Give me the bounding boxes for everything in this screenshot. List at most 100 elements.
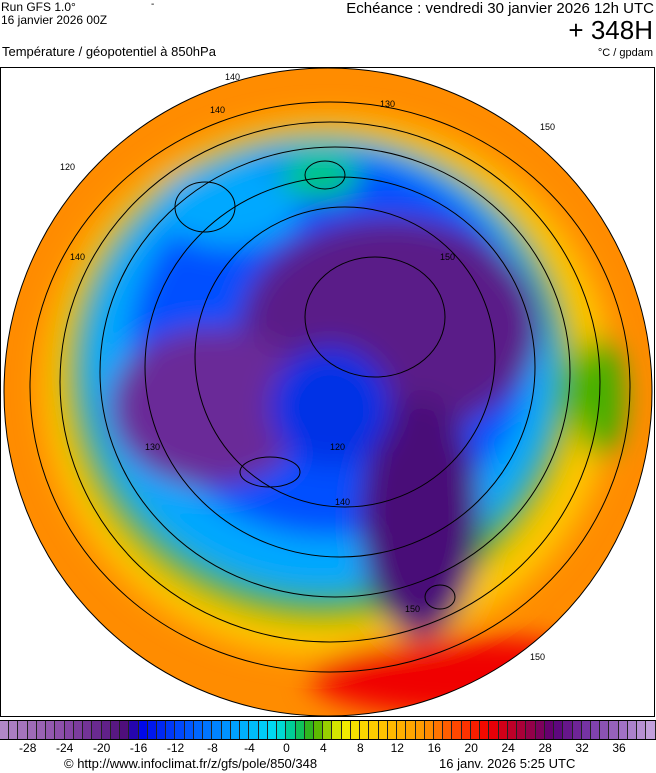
colorbar-cell (517, 721, 527, 739)
polar-temperature-map: 1501401501401401301201501401501301201401… (3, 67, 653, 717)
colorbar-cell (535, 721, 545, 739)
colorbar-cell (452, 721, 462, 739)
colorbar-cell (193, 721, 204, 739)
colorbar-cell (83, 721, 93, 739)
colorbar-cell (110, 721, 121, 739)
colorbar-cell (461, 721, 471, 739)
contour-label: 130 (380, 99, 395, 109)
colorbar-cell (286, 721, 296, 739)
colorbar-tick: -20 (92, 741, 111, 755)
colorbar-cell (637, 721, 647, 739)
colorbar-cell (258, 721, 268, 739)
colorbar-cell (240, 721, 250, 739)
colorbar-cell (526, 721, 536, 739)
colorbar-tick: 20 (464, 741, 478, 755)
colorbar-cell (304, 721, 314, 739)
colorbar-cell (295, 721, 305, 739)
colorbar-cell (64, 721, 74, 739)
colorbar-cell (129, 721, 139, 739)
colorbar-cell (341, 721, 351, 739)
units-label: °C / gpdam (597, 47, 653, 59)
colorbar-cell (397, 721, 407, 739)
contour-label: 140 (70, 252, 85, 262)
colorbar-cell (424, 721, 435, 739)
colorbar-cell (92, 721, 102, 739)
colorbar-cell (600, 721, 610, 739)
colorbar-cell (480, 721, 490, 739)
colorbar-cell (36, 721, 47, 739)
contour-labels: 1501401501401401301201501401501301201401… (60, 72, 555, 662)
colorbar-cell (332, 721, 342, 739)
colorbar-cell (378, 721, 388, 739)
contour-label: 150 (405, 604, 420, 614)
colorbar-cell (581, 721, 591, 739)
colorbar-cell (350, 721, 361, 739)
colorbar-tick: 16 (427, 741, 441, 755)
colorbar-cell (277, 721, 287, 739)
colorbar-cell (489, 721, 499, 739)
source-link[interactable]: © http://www.infoclimat.fr/z/gfs/pole/85… (64, 756, 318, 771)
colorbar-tick: -28 (19, 741, 37, 755)
colorbar-cell (166, 721, 176, 739)
contour-label: 140 (225, 72, 240, 82)
temperature-colorbar (0, 720, 656, 740)
colorbar-cell (46, 721, 56, 739)
contour-label: 130 (145, 442, 160, 452)
parameter-title: Température / géopotentiel à 850hPa (2, 44, 216, 59)
colorbar-cell (101, 721, 111, 739)
colorbar-cell (563, 721, 573, 739)
colorbar-cell (554, 721, 564, 739)
geopotential-contours (29, 101, 631, 673)
contour-label: 140 (335, 497, 350, 507)
colorbar-cell (313, 721, 324, 739)
run-date: 16 janvier 2026 00Z (1, 13, 108, 27)
colorbar-cell (415, 721, 425, 739)
contour-label: 150 (540, 122, 555, 132)
colorbar-cell (323, 721, 333, 739)
contour-label: 120 (60, 162, 75, 172)
contour-label: 140 (210, 105, 225, 115)
colorbar-cell (212, 721, 222, 739)
colorbar-cell (18, 721, 28, 739)
colorbar-cell (138, 721, 148, 739)
forecast-time: Echéance : vendredi 30 janvier 2026 12h … (346, 0, 654, 17)
colorbar-cell (230, 721, 241, 739)
colorbar-cell (267, 721, 278, 739)
colorbar-tick: -24 (56, 741, 74, 755)
generated-time: 16 janv. 2026 5:25 UTC (439, 756, 576, 771)
colorbar-cell (572, 721, 582, 739)
colorbar-cell (0, 721, 10, 739)
colorbar-cell (591, 721, 601, 739)
colorbar-cell (609, 721, 619, 739)
colorbar-tick: -12 (166, 741, 185, 755)
colorbar-tick: -8 (207, 741, 218, 755)
forecast-hour: + 348H (568, 15, 653, 45)
map-frame (0, 67, 655, 717)
map-boundary (3, 67, 653, 717)
contour-label: 150 (440, 252, 455, 262)
contour-label: 120 (330, 442, 345, 452)
colorbar-cell (73, 721, 84, 739)
colorbar-tick: -4 (244, 741, 255, 755)
colorbar-cell (470, 721, 481, 739)
colorbar-cell (184, 721, 194, 739)
colorbar-cell (249, 721, 259, 739)
colorbar-cell (443, 721, 453, 739)
colorbar-cell (507, 721, 518, 739)
colorbar-cell (221, 721, 231, 739)
colorbar-cell (120, 721, 130, 739)
colorbar-cell (369, 721, 379, 739)
colorbar-tick: 12 (390, 741, 404, 755)
colorbar-cell (203, 721, 213, 739)
colorbar-tick: 0 (283, 741, 290, 755)
colorbar-tick: 24 (501, 741, 515, 755)
dash-mark: - (151, 0, 155, 10)
colorbar-tick: 36 (612, 741, 626, 755)
colorbar-cell (627, 721, 638, 739)
colorbar-cell (544, 721, 555, 739)
colorbar-ticks: -28 -24 -20 -16 -12 -8 -4 0 4 8 12 16 20 24 28 32 36 (0, 741, 656, 755)
run-label: Run GFS 1.0° (1, 0, 76, 14)
colorbar-cell (434, 721, 444, 739)
colorbar-tick: 32 (575, 741, 589, 755)
colorbar-cell (360, 721, 370, 739)
